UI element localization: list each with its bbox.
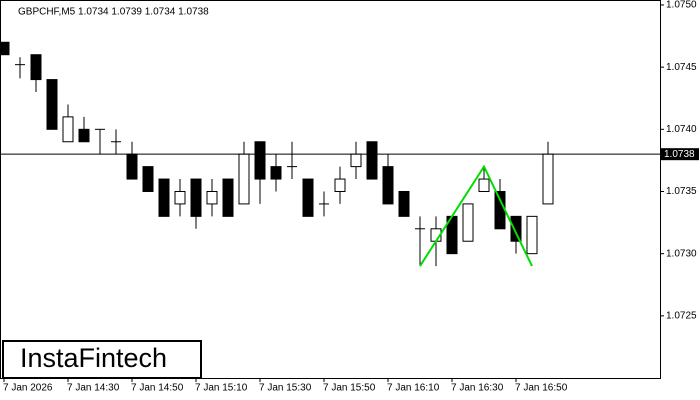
- candle-body: [542, 153, 554, 205]
- candle-body: [382, 166, 394, 205]
- x-tick-label: 7 Jan 15:50: [323, 383, 376, 394]
- candle-body: [270, 166, 282, 180]
- plot-area: [0, 41, 660, 267]
- candle-body: [30, 54, 42, 81]
- x-tick-label: 7 Jan 16:10: [387, 383, 440, 394]
- x-tick-label: 7 Jan 14:30: [67, 383, 120, 394]
- candle-body: [398, 190, 410, 217]
- candle-body: [158, 178, 170, 217]
- candle-body: [526, 215, 538, 255]
- x-tick-label: 7 Jan 16:30: [451, 383, 504, 394]
- candle-body: [254, 141, 266, 180]
- y-tick-label: 1.0735: [666, 186, 697, 197]
- candle-body: [142, 166, 154, 192]
- candle-body: [350, 153, 362, 168]
- pattern-line: [419, 164, 533, 267]
- chart-title: GBPCHF,M5 1.0734 1.0739 1.0734 1.0738: [18, 7, 209, 18]
- candle-body: [478, 178, 490, 192]
- x-tick-label: 7 Jan 14:50: [131, 383, 184, 394]
- x-tick-label: 7 Jan 2026: [3, 383, 53, 394]
- x-tick-label: 7 Jan 15:10: [195, 383, 248, 394]
- candle-body: [126, 153, 138, 180]
- candle-body: [206, 190, 218, 205]
- y-tick-label: 1.0745: [666, 62, 697, 73]
- candle-body: [190, 178, 202, 217]
- candle-body: [238, 153, 250, 205]
- candle-body: [46, 79, 58, 130]
- y-tick-label: 1.0750: [666, 0, 697, 11]
- candle-body: [334, 178, 346, 192]
- candle-body: [78, 128, 90, 143]
- x-tick-label: 7 Jan 16:50: [515, 383, 568, 394]
- logo: InstaFintech: [20, 343, 167, 373]
- candle-body: [302, 178, 314, 217]
- logo-box: [2, 340, 202, 379]
- y-tick-label: 1.0740: [666, 124, 697, 135]
- candle-body: [366, 141, 378, 180]
- y-tick-label: 1.0730: [666, 248, 697, 259]
- candle-body: [462, 203, 474, 242]
- candle-body: [222, 178, 234, 217]
- candle-body: [174, 190, 186, 205]
- candle-body: [0, 41, 10, 56]
- x-tick-label: 7 Jan 15:30: [259, 383, 312, 394]
- last-price-label: 1.0738: [664, 149, 695, 160]
- last-price-box: [661, 148, 699, 161]
- plot-frame: [0, 0, 661, 379]
- y-tick-label: 1.0725: [666, 310, 697, 321]
- candle-body: [494, 190, 506, 230]
- candle-body: [62, 116, 74, 143]
- candle-body: [510, 215, 522, 242]
